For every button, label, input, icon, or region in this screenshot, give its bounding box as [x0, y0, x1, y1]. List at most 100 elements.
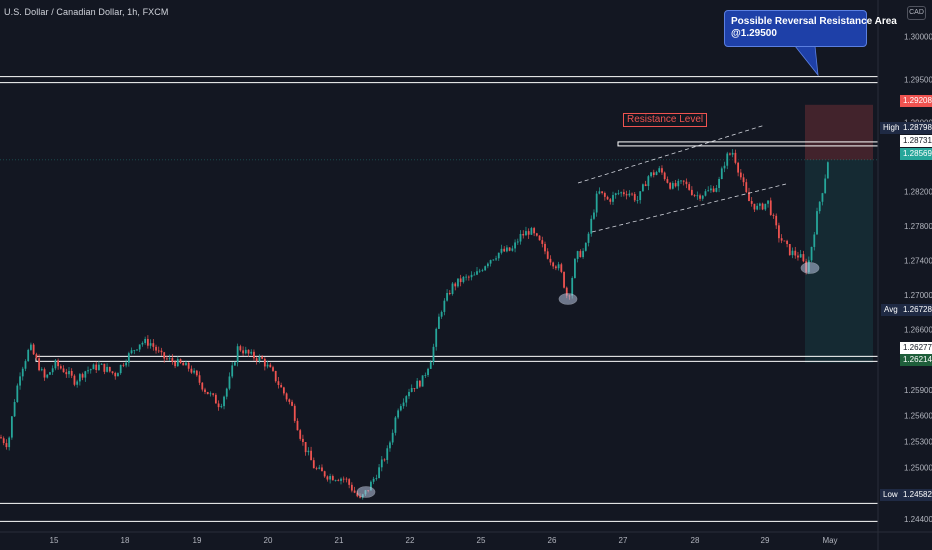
candle-down — [160, 350, 163, 353]
candle-down — [182, 362, 185, 366]
candle-down — [549, 258, 552, 263]
candle-up — [593, 212, 595, 219]
candle-down — [688, 184, 691, 190]
candle-up — [726, 153, 729, 166]
candle-down — [350, 484, 353, 491]
candle-up — [715, 187, 718, 192]
candle-up — [451, 283, 454, 294]
candle-down — [38, 358, 40, 371]
candle-down — [788, 244, 791, 256]
symbol-title: U.S. Dollar / Canadian Dollar, 1h, FXCM — [4, 7, 169, 17]
candle-up — [584, 242, 587, 251]
x-tick-label: 15 — [50, 536, 59, 545]
candle-down — [261, 356, 264, 359]
candle-down — [108, 366, 111, 372]
y-tick-label: 1.25000 — [904, 463, 932, 472]
candle-down — [533, 228, 536, 234]
candle-up — [647, 176, 650, 187]
candle-up — [98, 364, 100, 370]
candle-up — [810, 246, 813, 261]
candle-up — [133, 350, 136, 352]
candle-up — [27, 349, 30, 362]
candle-down — [753, 203, 756, 210]
candle-up — [185, 362, 187, 366]
candle-down — [217, 403, 220, 408]
candle-down — [155, 346, 157, 351]
candle-down — [179, 359, 182, 363]
candle-down — [282, 387, 285, 394]
candle-down — [65, 372, 68, 375]
candle-up — [435, 328, 438, 347]
candle-up — [530, 228, 533, 235]
candle-down — [666, 179, 669, 183]
candle-down — [103, 363, 106, 372]
candle-down — [198, 375, 201, 383]
candle-down — [783, 240, 786, 242]
candle-up — [127, 353, 130, 363]
candle-up — [21, 368, 24, 377]
high-label-tag: High — [880, 122, 903, 134]
candle-up — [40, 369, 43, 371]
candle-down — [331, 476, 334, 481]
candle-up — [636, 200, 639, 201]
candle-down — [187, 362, 190, 369]
candle-up — [557, 264, 560, 269]
candle-down — [454, 283, 457, 287]
candle-up — [484, 266, 487, 271]
reversal-callout[interactable]: Possible Reversal Resistance Area @1.295… — [724, 10, 897, 47]
candle-down — [622, 192, 625, 195]
candle-down — [122, 364, 125, 366]
candle-up — [731, 152, 734, 155]
swing-marker-circle — [800, 262, 820, 274]
candle-down — [503, 248, 506, 252]
candle-up — [826, 162, 829, 179]
candle-up — [138, 344, 141, 350]
candle-down — [729, 153, 731, 155]
y-tick-label: 1.27400 — [904, 257, 932, 266]
candle-down — [769, 200, 772, 215]
candle-down — [247, 349, 250, 354]
currency-badge[interactable]: CAD — [907, 6, 926, 20]
candle-up — [767, 200, 769, 204]
candle-up — [399, 406, 402, 411]
candle-up — [432, 346, 435, 363]
candle-up — [394, 417, 397, 433]
candle-down — [345, 478, 348, 480]
candle-up — [30, 344, 32, 350]
candle-up — [136, 349, 138, 351]
candle-down — [383, 459, 386, 461]
candle-up — [46, 374, 49, 378]
candle-down — [633, 194, 636, 201]
candle-up — [506, 247, 508, 252]
candle-up — [511, 248, 514, 251]
channel-lower-line — [591, 183, 787, 233]
candle-up — [620, 192, 623, 194]
candle-up — [51, 368, 54, 373]
candle-down — [356, 492, 359, 497]
resistance-level-label[interactable]: Resistance Level — [623, 113, 708, 127]
last-price-tag: 1.28569 — [900, 148, 932, 160]
candle-down — [272, 367, 274, 371]
drawing-overlays — [356, 45, 820, 498]
candle-down — [685, 181, 688, 185]
candle-down — [535, 233, 538, 236]
candle-up — [416, 380, 419, 389]
candle-up — [680, 180, 682, 182]
candle-down — [669, 182, 672, 189]
candle-up — [443, 300, 446, 312]
candle-up — [100, 363, 103, 365]
candle-up — [764, 203, 767, 210]
candle-down — [780, 238, 783, 241]
candle-up — [519, 233, 522, 242]
stop-price-tag: 1.26214 — [900, 354, 932, 366]
candle-up — [576, 251, 579, 259]
candle-down — [5, 443, 8, 448]
candle-up — [370, 481, 372, 491]
candle-up — [334, 480, 337, 482]
candle-up — [457, 278, 459, 287]
candle-up — [24, 361, 27, 369]
candle-up — [598, 191, 601, 194]
candle-down — [794, 250, 797, 256]
candle-up — [655, 171, 658, 176]
